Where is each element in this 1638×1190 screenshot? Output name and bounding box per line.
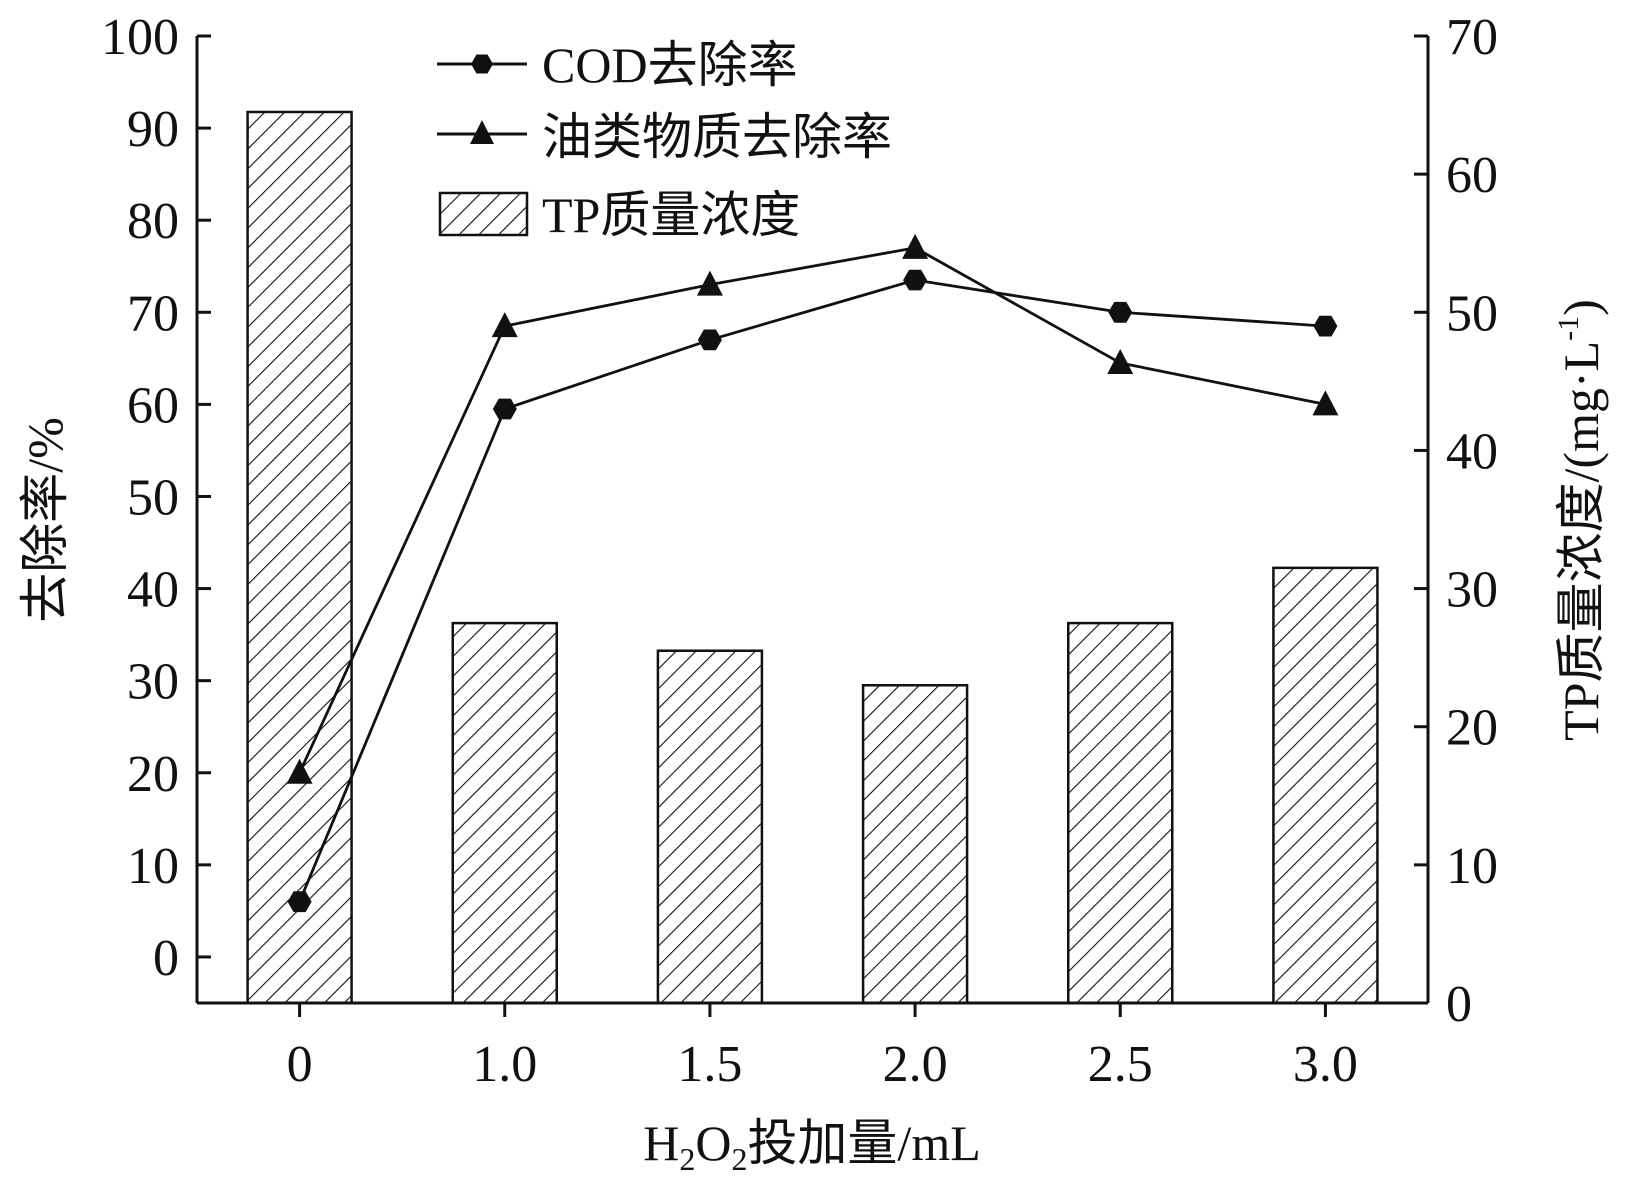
oil-point — [1107, 348, 1134, 374]
lines-layer — [286, 233, 1339, 913]
left-tick-label: 70 — [127, 285, 179, 342]
x-tick-label: 3.0 — [1293, 1036, 1358, 1093]
left-tick-label: 40 — [127, 562, 179, 619]
left-tick-label: 100 — [101, 9, 179, 66]
triangle-marker-icon — [470, 120, 494, 144]
x-tick-label: 1.0 — [472, 1036, 537, 1093]
right-tick-label: 10 — [1446, 838, 1498, 895]
right-tick-label: 20 — [1446, 700, 1498, 757]
right-tick-label: 70 — [1446, 9, 1498, 66]
left-tick-label: 60 — [127, 377, 179, 434]
cod-point — [492, 398, 517, 420]
tp-bar — [861, 684, 969, 1005]
left-tick-label: 10 — [127, 838, 179, 895]
legend-label-oil: 油类物质去除率 — [542, 109, 892, 165]
x-axis-title-rest: 投加量/mL — [747, 1115, 980, 1171]
x-tick-label: 2.0 — [883, 1036, 948, 1093]
x-tick-label: 2.5 — [1088, 1036, 1153, 1093]
right-tick-label: 50 — [1446, 285, 1498, 342]
oil-line — [298, 246, 1326, 774]
tp-bar — [451, 621, 558, 1005]
x-axis-title-o: O — [695, 1115, 731, 1171]
tp-bar — [1067, 621, 1174, 1005]
legend-label-tp: TP质量浓度 — [542, 187, 800, 243]
bars-layer — [246, 110, 1379, 1005]
right-tick-label: 40 — [1446, 423, 1498, 480]
legend-entry-oil: 油类物质去除率 — [437, 109, 892, 165]
cod-point — [697, 329, 722, 351]
oil-point — [902, 233, 929, 259]
left-tick-label: 0 — [153, 930, 179, 987]
left-tick-label: 90 — [127, 101, 179, 158]
right-ticks: 0 10 20 30 40 50 60 70 — [1414, 9, 1498, 1033]
left-tick-label: 80 — [127, 193, 179, 250]
right-axis-title-sup: -1 — [1552, 316, 1585, 341]
x-axis-title-sub1: 2 — [679, 1141, 695, 1177]
x-tick-label: 0 — [287, 1036, 313, 1093]
oil-point — [1312, 390, 1339, 416]
tp-bar — [656, 649, 764, 1005]
right-tick-label: 30 — [1446, 562, 1498, 619]
x-axis-title-h: H — [643, 1115, 679, 1171]
left-tick-label: 20 — [127, 746, 179, 803]
left-axis-title: 去除率/% — [17, 417, 73, 623]
left-ticks: 0 10 20 30 40 50 60 70 80 90 100 — [101, 9, 211, 987]
right-tick-label: 0 — [1446, 976, 1472, 1033]
legend-entry-cod: COD去除率 — [437, 37, 798, 93]
x-axis-title: H2O2投加量/mL — [643, 1115, 981, 1177]
legend-entry-tp: TP质量浓度 — [438, 187, 800, 243]
cod-point — [1313, 315, 1338, 337]
hexagon-marker-icon — [471, 54, 493, 74]
legend: COD去除率 油类物质去除率 TP质量浓度 — [437, 37, 892, 243]
tp-bar — [1272, 566, 1379, 1005]
left-tick-label: 30 — [127, 654, 179, 711]
left-tick-label: 50 — [127, 469, 179, 526]
oil-point — [491, 312, 518, 338]
axes-frame — [195, 36, 1430, 1005]
tp-bar — [246, 110, 353, 1005]
legend-label-cod: COD去除率 — [542, 37, 798, 93]
cod-line — [298, 278, 1326, 903]
right-tick-label: 60 — [1446, 147, 1498, 204]
x-axis-title-sub2: 2 — [731, 1141, 747, 1177]
cod-point — [903, 269, 928, 291]
x-tick-label: 1.5 — [677, 1036, 742, 1093]
oil-point — [286, 758, 313, 784]
cod-point — [1108, 301, 1133, 323]
hatch-swatch-icon — [438, 191, 529, 237]
right-axis-title-end: ) — [1553, 299, 1609, 316]
oil-point — [696, 270, 723, 296]
x-ticks: 0 1.0 1.5 2.0 2.5 3.0 — [287, 1003, 1358, 1093]
cod-point — [287, 891, 312, 913]
right-axis-title-main: TP质量浓度/(mg·L — [1553, 341, 1609, 741]
right-axis-title: TP质量浓度/(mg·L-1) — [1552, 299, 1609, 741]
